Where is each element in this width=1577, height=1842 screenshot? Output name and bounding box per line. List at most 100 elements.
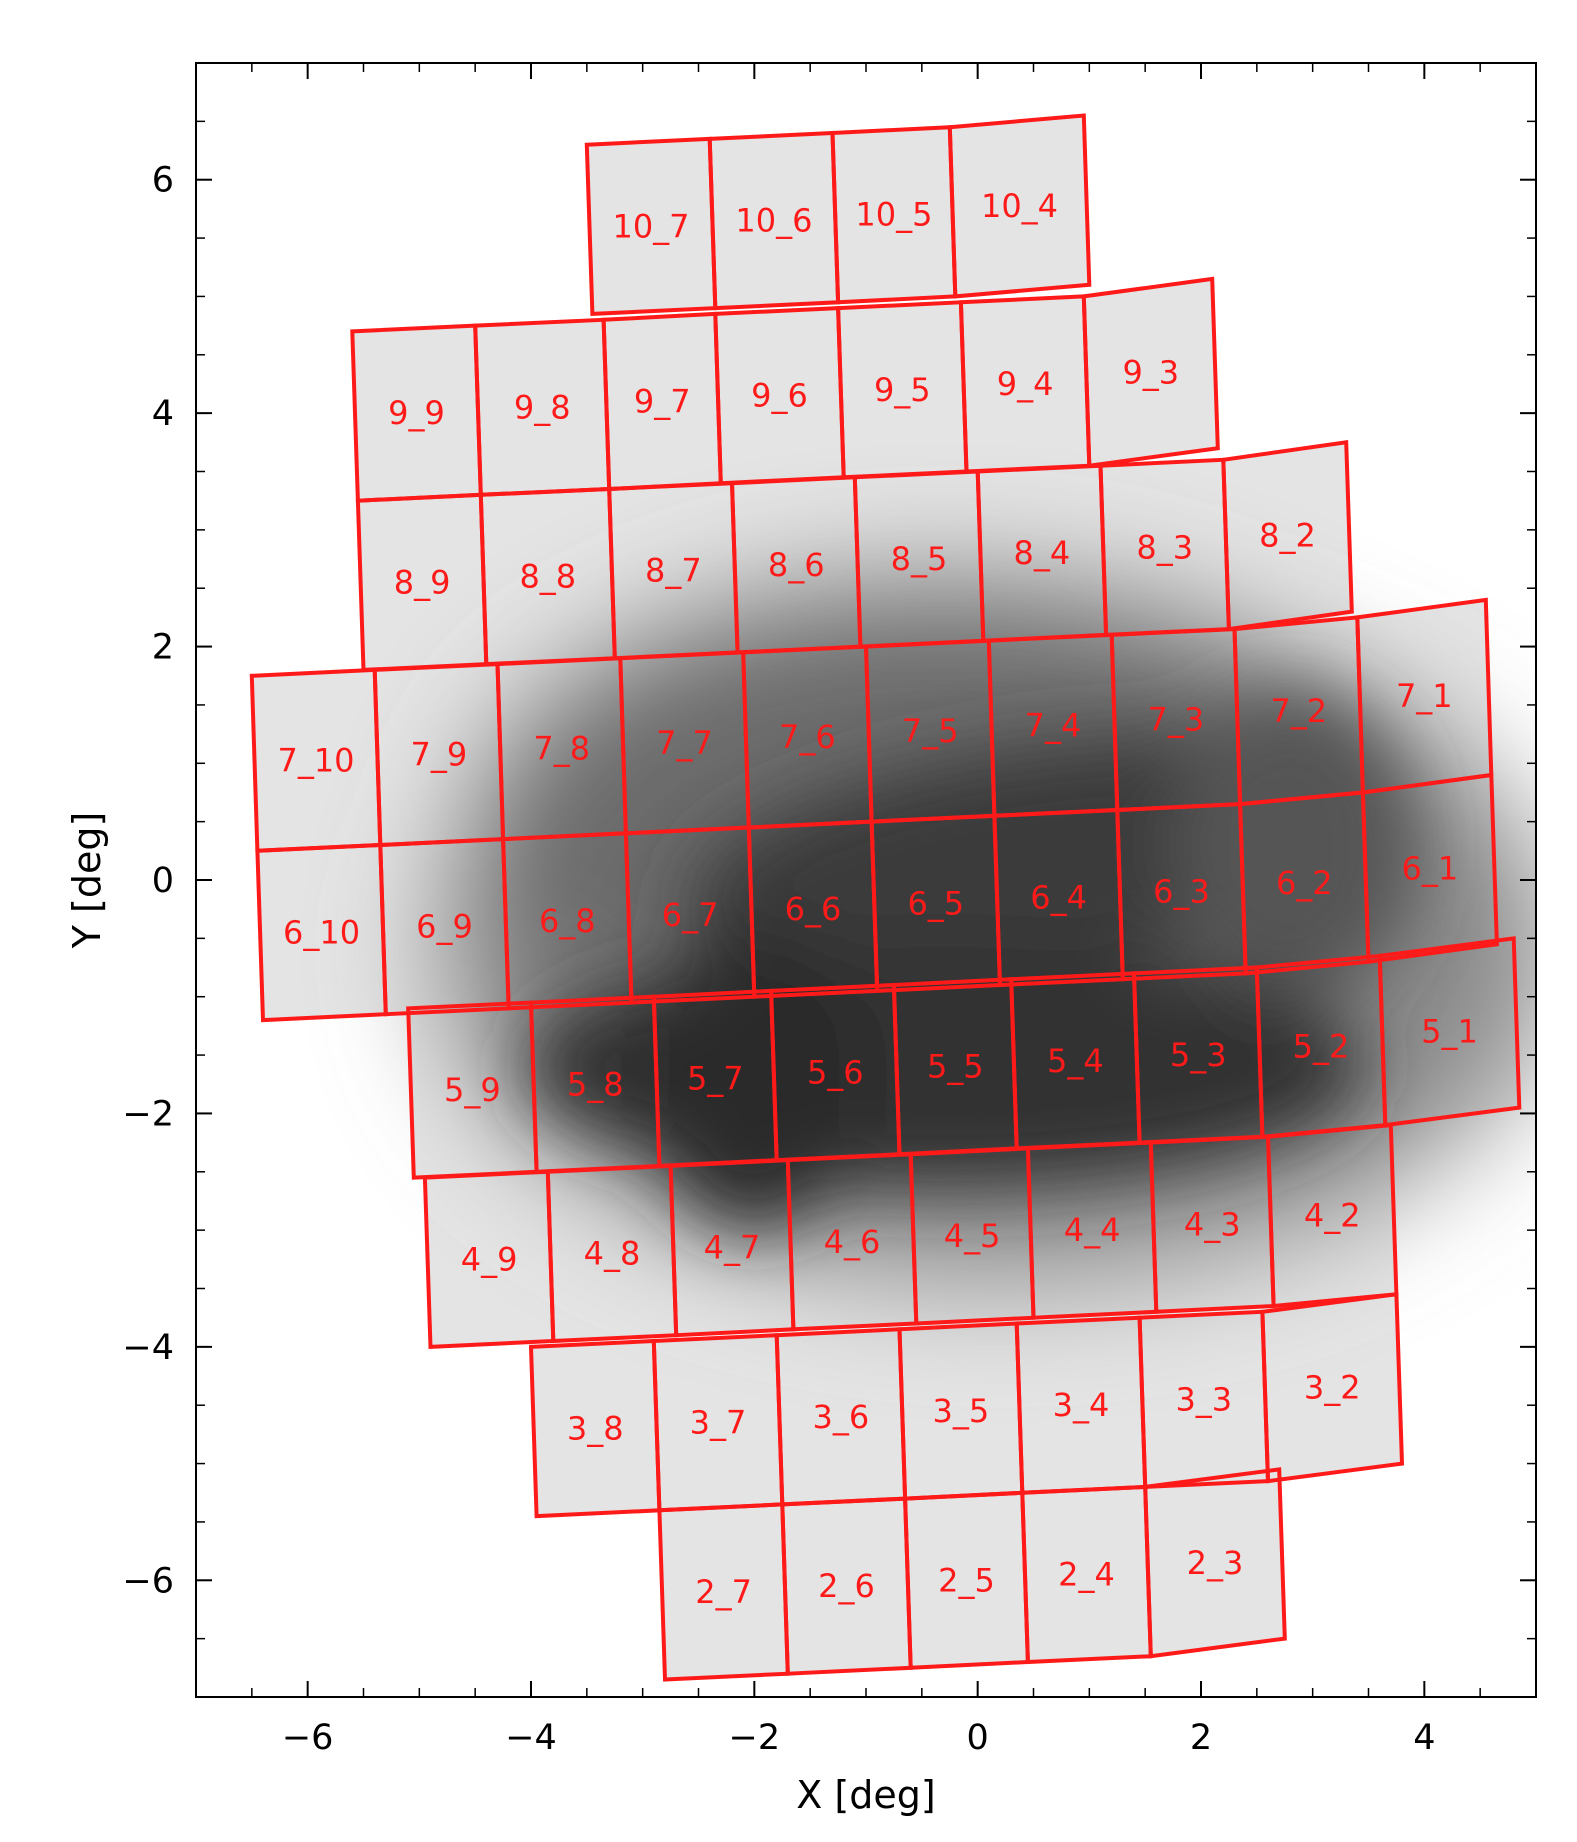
tile-label: 8_6 bbox=[768, 546, 825, 584]
tile-fill-4_9 bbox=[424, 1171, 554, 1347]
tile-fill-2_6 bbox=[782, 1498, 911, 1674]
tile-8_2: 8_2 bbox=[1221, 440, 1354, 632]
tile-label: 3_5 bbox=[933, 1392, 990, 1430]
y-tick-label: −4 bbox=[122, 1328, 174, 1368]
tile-label: 2_3 bbox=[1187, 1544, 1244, 1582]
tile-label: 5_6 bbox=[807, 1054, 864, 1092]
y-axis-label: Y [deg] bbox=[65, 812, 109, 950]
tile-label: 9_5 bbox=[874, 371, 931, 409]
tile-label: 6_8 bbox=[539, 902, 596, 940]
tile-9_9: 9_9 bbox=[350, 323, 483, 503]
tile-outline bbox=[1143, 1467, 1287, 1659]
density-arm bbox=[1170, 694, 1411, 995]
x-tick-label: 2 bbox=[1190, 1718, 1212, 1758]
tile-label: 5_9 bbox=[444, 1071, 501, 1109]
tile-fill-3_6 bbox=[776, 1329, 906, 1505]
tile-8_8: 8_8 bbox=[478, 486, 617, 667]
tile-label: 10_5 bbox=[855, 196, 932, 234]
y-tick-label: 6 bbox=[152, 161, 174, 201]
tile-label: 6_6 bbox=[785, 890, 842, 928]
y-tick-label: −6 bbox=[122, 1561, 174, 1601]
tile-label: 2_7 bbox=[695, 1573, 752, 1611]
tile-label: 7_7 bbox=[656, 724, 713, 762]
x-tick-label: −2 bbox=[729, 1718, 781, 1758]
tile-outlines: 10_7 10_6 10_5 10_4 9_9 9_8 9_7 9_6 9_5 9_4 9_3 8_9… bbox=[249, 113, 1522, 1682]
tile-label: 4_4 bbox=[1064, 1211, 1121, 1249]
tile-fill-8_7 bbox=[609, 483, 738, 659]
tile-fill-2_5 bbox=[905, 1492, 1028, 1668]
tile-label: 7_2 bbox=[1270, 692, 1327, 730]
tile-fill-4_8 bbox=[547, 1165, 677, 1341]
tile-fill-9_7 bbox=[603, 313, 721, 489]
tile-fill-10_6 bbox=[709, 133, 839, 309]
tile-label: 5_4 bbox=[1047, 1042, 1104, 1080]
tile-fill-8_9 bbox=[357, 494, 487, 670]
tile-label: 8_4 bbox=[1014, 534, 1071, 572]
tile-label: 3_3 bbox=[1175, 1380, 1232, 1418]
tile-label: 8_3 bbox=[1136, 528, 1193, 566]
tile-label: 7_4 bbox=[1025, 706, 1082, 744]
tile-fill-3_4 bbox=[1016, 1317, 1146, 1493]
tile-label: 4_9 bbox=[461, 1240, 518, 1278]
tile-outline bbox=[947, 113, 1092, 299]
tile-label: 9_8 bbox=[514, 388, 571, 426]
tile-label: 3_4 bbox=[1053, 1386, 1110, 1424]
tile-5_4: 5_4 bbox=[1009, 971, 1142, 1151]
tile-label: 7_6 bbox=[779, 718, 836, 756]
tile-fill-2_3 bbox=[1145, 1469, 1285, 1657]
tile-label: 6_5 bbox=[907, 884, 964, 922]
tile-label: 8_2 bbox=[1259, 517, 1316, 555]
tile-label: 8_8 bbox=[519, 558, 576, 596]
y-tick-label: 4 bbox=[152, 394, 174, 434]
tile-label: 7_8 bbox=[533, 730, 590, 768]
tile-label: 7_5 bbox=[902, 712, 959, 750]
tile-label: 6_10 bbox=[283, 914, 360, 952]
tile-7_5: 7_5 bbox=[863, 638, 997, 824]
tile-label: 8_7 bbox=[645, 552, 702, 590]
tile-2_3: 2_3 bbox=[1143, 1467, 1287, 1659]
tile-fill-10_5 bbox=[832, 127, 956, 303]
tile-label: 8_9 bbox=[394, 563, 451, 601]
tile-7_10: 7_10 bbox=[249, 667, 383, 853]
tile-10_4: 10_4 bbox=[947, 113, 1092, 299]
tile-fill-10_7 bbox=[586, 138, 716, 314]
tile-label: 7_10 bbox=[277, 741, 354, 779]
tile-7_4: 7_4 bbox=[986, 632, 1120, 818]
tile-label: 5_3 bbox=[1170, 1036, 1227, 1074]
tile-fill-7_10 bbox=[251, 669, 381, 851]
tile-fill-9_3 bbox=[1083, 278, 1218, 466]
tile-label: 6_2 bbox=[1276, 864, 1333, 902]
tile-label: 5_5 bbox=[927, 1048, 984, 1086]
tile-label: 6_3 bbox=[1153, 873, 1210, 911]
tile-label: 7_1 bbox=[1396, 677, 1453, 715]
y-tick-label: −2 bbox=[122, 1094, 174, 1134]
tile-fill-3_5 bbox=[899, 1323, 1023, 1499]
tile-fill-8_3 bbox=[1100, 459, 1229, 635]
tile-label: 2_6 bbox=[818, 1567, 875, 1605]
tile-label: 9_9 bbox=[388, 394, 445, 432]
tile-5_8: 5_8 bbox=[528, 994, 662, 1174]
tile-label: 3_2 bbox=[1304, 1369, 1361, 1407]
tile-fill-7_9 bbox=[374, 664, 504, 845]
tile-label: 6_9 bbox=[416, 908, 473, 946]
x-tick-label: 4 bbox=[1413, 1718, 1435, 1758]
tile-label: 4_8 bbox=[584, 1235, 641, 1273]
tile-fill-9_4 bbox=[960, 296, 1090, 472]
axes: −6 −4 −2 0 2 4 −6 −4 −2 0 2 4 6 bbox=[122, 62, 1537, 1758]
tile-6_1: 6_1 bbox=[1360, 772, 1499, 964]
tile-label: 4_7 bbox=[704, 1229, 761, 1267]
tile-label: 4_2 bbox=[1304, 1197, 1361, 1235]
tile-label: 5_2 bbox=[1293, 1027, 1350, 1065]
tile-fill-9_5 bbox=[838, 302, 967, 478]
tile-label: 10_7 bbox=[612, 207, 689, 245]
tile-label: 10_6 bbox=[735, 202, 812, 240]
tile-fill-9_6 bbox=[715, 308, 844, 484]
tile-8_6: 8_6 bbox=[729, 475, 863, 655]
tile-label: 3_6 bbox=[813, 1398, 870, 1436]
tile-label: 4_3 bbox=[1184, 1205, 1241, 1243]
tile-label: 9_7 bbox=[634, 383, 691, 421]
tile-label: 7_9 bbox=[411, 736, 468, 774]
tile-fill-3_2 bbox=[1262, 1294, 1402, 1482]
tile-outline bbox=[1081, 276, 1220, 468]
